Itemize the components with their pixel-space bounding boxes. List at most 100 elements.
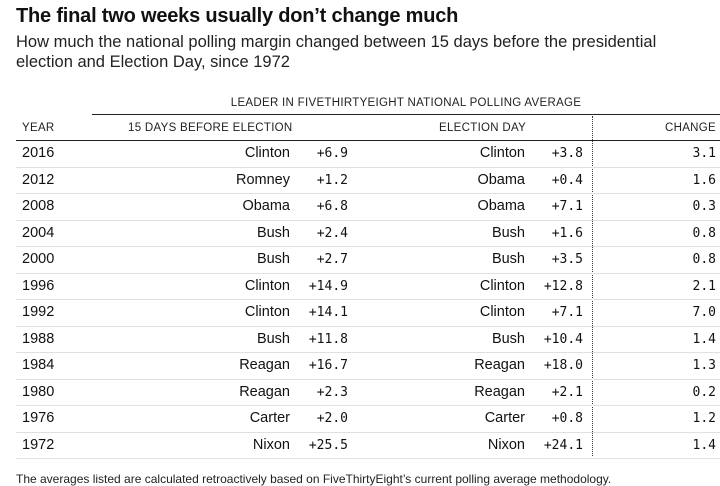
table-row: 1992 Clinton +14.1 Clinton +7.1 7.0 [0, 300, 720, 327]
change-cell: 0.8 [692, 252, 716, 267]
row-divider [16, 272, 720, 274]
margin-election-day-cell: +3.8 [551, 146, 583, 161]
change-cell: 1.2 [692, 411, 716, 426]
margin-election-day-cell: +18.0 [543, 358, 583, 373]
change-cell: 0.3 [692, 199, 716, 214]
page-title: The final two weeks usually don’t change… [16, 5, 459, 27]
table-row: 1980 Reagan +2.3 Reagan +2.1 0.2 [0, 380, 720, 406]
year-cell: 2012 [22, 171, 55, 188]
column-header-15-days-before: 15 DAYS BEFORE ELECTION [128, 122, 293, 134]
leader-election-day-cell: Bush [491, 251, 525, 267]
subtitle-line-1: How much the national polling margin cha… [16, 33, 657, 51]
year-cell: 1972 [22, 436, 55, 453]
leader-election-day-cell: Bush [491, 330, 525, 347]
margin-15-days-cell: +2.4 [316, 225, 348, 241]
row-divider [16, 431, 720, 433]
margin-15-days-cell: +2.3 [316, 384, 348, 400]
row-divider [16, 166, 720, 168]
table-row: 2008 Obama +6.8 Obama +7.1 0.3 [0, 194, 720, 221]
year-cell: 2008 [22, 198, 55, 214]
group-header: LEADER IN FIVETHIRTYEIGHT NATIONAL POLLI… [230, 97, 582, 109]
margin-election-day-cell: +2.1 [551, 384, 583, 400]
change-cell: 1.6 [692, 172, 716, 188]
margin-15-days-cell: +2.7 [316, 252, 348, 267]
change-cell: 1.4 [692, 331, 716, 347]
year-cell: 2004 [22, 224, 55, 241]
header-rule [16, 140, 720, 141]
year-cell: 1980 [22, 383, 55, 400]
row-divider [16, 325, 720, 327]
margin-15-days-cell: +16.7 [308, 358, 348, 373]
leader-election-day-cell: Clinton [479, 304, 525, 320]
leader-election-day-cell: Nixon [487, 436, 525, 453]
margin-election-day-cell: +3.5 [551, 252, 583, 267]
change-cell: 0.8 [692, 225, 716, 241]
subtitle: How much the national polling margin cha… [16, 32, 720, 72]
leader-election-day-cell: Clinton [479, 145, 525, 161]
leader-election-day-cell: Obama [477, 171, 525, 188]
year-cell: 1996 [22, 277, 55, 294]
table-row: 2016 Clinton +6.9 Clinton +3.8 3.1 [0, 141, 720, 168]
year-cell: 1976 [22, 410, 55, 426]
column-header-election-day: ELECTION DAY [439, 122, 527, 134]
row-divider [16, 458, 720, 459]
change-cell: 0.2 [692, 384, 716, 400]
change-cell: 2.1 [692, 278, 716, 294]
leader-15-days-cell: Bush [256, 251, 290, 267]
table-row: 2004 Bush +2.4 Bush +1.6 0.8 [0, 221, 720, 247]
leader-15-days-cell: Clinton [244, 145, 290, 161]
table-row: 1984 Reagan +16.7 Reagan +18.0 1.3 [0, 353, 720, 380]
margin-election-day-cell: +7.1 [551, 199, 583, 214]
margin-election-day-cell: +0.8 [551, 411, 583, 426]
margin-election-day-cell: +10.4 [543, 331, 583, 347]
change-cell: 7.0 [692, 305, 716, 320]
margin-15-days-cell: +14.1 [308, 305, 348, 320]
change-column-divider [592, 116, 593, 456]
year-cell: 2016 [22, 145, 55, 161]
change-cell: 3.1 [692, 146, 716, 161]
change-cell: 1.3 [692, 358, 716, 373]
leader-election-day-cell: Carter [484, 410, 525, 426]
table-row: 2000 Bush +2.7 Bush +3.5 0.8 [0, 247, 720, 274]
leader-15-days-cell: Clinton [244, 304, 290, 320]
row-divider [16, 219, 720, 221]
leader-15-days-cell: Clinton [244, 277, 290, 294]
margin-election-day-cell: +0.4 [551, 172, 583, 188]
row-divider [16, 405, 720, 406]
column-header-year: YEAR [22, 122, 55, 134]
margin-15-days-cell: +25.5 [308, 437, 348, 453]
group-header-rule [92, 114, 720, 115]
leader-15-days-cell: Reagan [239, 357, 290, 373]
leader-15-days-cell: Reagan [239, 383, 290, 400]
change-cell: 1.4 [692, 437, 716, 453]
row-divider [16, 378, 720, 380]
leader-15-days-cell: Bush [256, 330, 290, 347]
subtitle-line-2: election and Election Day, since 1972 [16, 53, 290, 71]
row-divider [16, 246, 720, 247]
leader-15-days-cell: Bush [256, 224, 290, 241]
row-divider [16, 193, 720, 194]
row-divider [16, 299, 720, 300]
leader-election-day-cell: Bush [491, 224, 525, 241]
margin-election-day-cell: +1.6 [551, 225, 583, 241]
leader-election-day-cell: Clinton [479, 277, 525, 294]
column-header-change: CHANGE [664, 122, 716, 134]
footnote: The averages listed are calculated retro… [16, 472, 612, 486]
year-cell: 1984 [22, 357, 55, 373]
margin-15-days-cell: +6.8 [316, 199, 348, 214]
margin-15-days-cell: +11.8 [308, 331, 348, 347]
margin-15-days-cell: +14.9 [308, 278, 348, 294]
leader-election-day-cell: Reagan [474, 383, 525, 400]
leader-15-days-cell: Carter [249, 410, 290, 426]
row-divider [16, 352, 720, 353]
leader-election-day-cell: Obama [477, 198, 525, 214]
year-cell: 2000 [22, 251, 55, 267]
table-row: 1996 Clinton +14.9 Clinton +12.8 2.1 [0, 274, 720, 300]
margin-15-days-cell: +6.9 [316, 146, 348, 161]
margin-15-days-cell: +1.2 [316, 172, 348, 188]
table-row: 2012 Romney +1.2 Obama +0.4 1.6 [0, 168, 720, 194]
margin-election-day-cell: +12.8 [543, 278, 583, 294]
year-cell: 1992 [22, 304, 55, 320]
table-row: 1988 Bush +11.8 Bush +10.4 1.4 [0, 327, 720, 353]
margin-15-days-cell: +2.0 [316, 411, 348, 426]
